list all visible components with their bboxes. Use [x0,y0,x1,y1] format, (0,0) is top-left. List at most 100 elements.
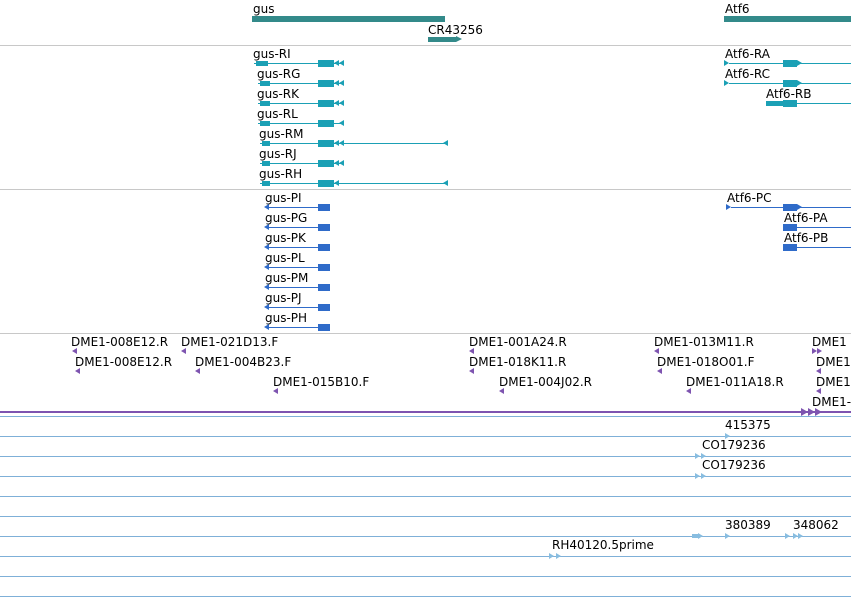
gene-feature[interactable] [724,16,851,22]
strand-arrow-icon [797,80,802,86]
strand-arrow-icon [339,120,344,126]
est-row-line [0,456,851,457]
est-label: 380389 [725,518,771,532]
strand-arrow-icon [334,160,339,166]
protein-label: gus-PL [265,251,305,265]
transcript-label: gus-RH [259,167,303,181]
est-row-line [0,476,851,477]
est-row-line [0,516,851,517]
strand-arrow-icon [726,204,731,210]
marker-feature[interactable] [657,368,662,374]
protein-label: gus-PM [265,271,309,285]
marker-feature[interactable] [499,388,504,394]
marker-label: DME1-001A24.R [469,335,567,349]
marker-feature[interactable] [686,388,691,394]
transcript-label: gus-RG [257,67,301,81]
marker-label: DME1-013M11.R [654,335,754,349]
marker-label: DME1-008E12.R [75,355,173,369]
gene-feature[interactable] [428,37,456,42]
strand-arrow-icon [456,36,462,42]
strand-arrow-icon [724,80,729,86]
strand-arrow-icon [797,204,802,210]
est-label: CO179236 [702,438,766,452]
marker-label: DME1 [816,375,851,389]
protein-label: gus-PK [265,231,306,245]
protein-label: Atf6-PC [727,191,772,205]
est-row-line [0,436,851,437]
marker-label: DME1-021D13.F [181,335,279,349]
strand-arrow-icon [724,60,729,66]
transcript-label: Atf6-RA [725,47,770,61]
strand-arrow-icon [264,324,269,330]
protein-label: Atf6-PA [784,211,828,225]
marker-label: DME1-015B10.F [273,375,370,389]
est-row-line [0,496,851,497]
marker-feature[interactable] [816,388,821,394]
strand-arrow-icon [797,60,802,66]
gene-feature[interactable] [252,16,445,22]
strand-arrow-icon [264,264,269,270]
gene-label: Atf6 [725,2,750,16]
est-label: RH40120.5prime [552,538,654,552]
strand-arrow-icon [264,304,269,310]
transcript-label: Atf6-RC [725,67,771,81]
strand-arrow-icon [339,80,344,86]
protein-label: gus-PG [265,211,308,225]
strand-arrow-icon [334,80,339,86]
marker-feature[interactable] [195,368,200,374]
transcript-label: gus-RL [257,107,298,121]
marker-label: DME1-004B23.F [195,355,292,369]
strand-arrow-icon [264,224,269,230]
est-label: 415375 [725,418,771,432]
marker-feature[interactable] [273,388,278,394]
est-row-line [0,596,851,597]
marker-label: DME1-018O01.F [657,355,755,369]
strand-arrow-icon [443,180,448,186]
marker-feature[interactable] [181,348,186,354]
marker-feature[interactable] [654,348,659,354]
marker-label: DME1-011A18.R [686,375,784,389]
strand-arrow-icon [339,140,344,146]
strand-arrow-icon [443,140,448,146]
strand-arrow-icon [264,244,269,250]
transcript-label: Atf6-RB [766,87,812,101]
marker-label: DME1-018K11.R [469,355,567,369]
est-row-line [0,416,851,417]
track-separator [0,333,851,334]
marker-feature[interactable] [469,348,474,354]
strand-arrow-icon [339,100,344,106]
gene-label: gus [253,2,275,16]
marker-feature[interactable] [72,348,77,354]
protein-label: gus-PJ [265,291,302,305]
track-separator [0,189,851,190]
strand-arrow-icon [334,180,339,186]
est-label: 348062 [793,518,839,532]
strand-arrow-icon [264,284,269,290]
est-feature[interactable] [725,433,730,439]
marker-label: DME1-008E12.R [71,335,169,349]
transcript-label: gus-RM [259,127,304,141]
marker-feature[interactable] [816,368,821,374]
strand-arrow-icon [264,204,269,210]
marker-label: DME1 [816,355,851,369]
transcript-label: gus-RK [257,87,300,101]
track-separator [0,45,851,46]
marker-feature[interactable] [75,368,80,374]
est-row-line [0,556,851,557]
strand-arrow-icon [334,60,339,66]
est-row-line [0,576,851,577]
marker-feature[interactable] [469,368,474,374]
strand-arrow-icon [334,140,339,146]
transcript-label: gus-RJ [259,147,297,161]
protein-label: gus-PI [265,191,302,205]
protein-label: gus-PH [265,311,308,325]
strand-arrow-icon [339,160,344,166]
marker-label: DME1-004J02.R [499,375,593,389]
transcript-label: gus-RI [253,47,291,61]
marker-label: DME1- [812,395,851,409]
marker-label: DME1 [812,335,847,349]
gene-label: CR43256 [428,23,483,37]
est-row-line [0,536,851,537]
strand-arrow-icon [339,60,344,66]
